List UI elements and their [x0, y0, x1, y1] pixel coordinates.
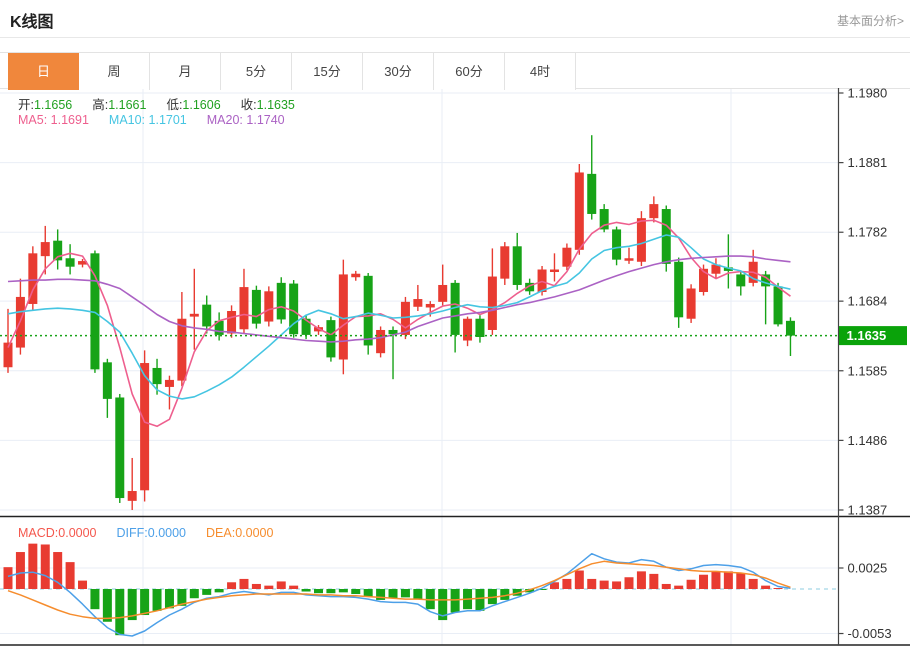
macd-histogram [3, 543, 783, 636]
candlestick-series [3, 135, 795, 510]
svg-text:1.1980: 1.1980 [848, 86, 888, 101]
diff-label: DIFF: [116, 526, 148, 540]
tab-day[interactable]: 日 [8, 53, 79, 90]
ohlc-legend: 开:1.1656 高:1.1661 低:1.1606 收:1.1635 [18, 94, 315, 113]
macd-value: 0.0000 [58, 526, 97, 540]
high-label: 高: [92, 98, 109, 112]
page-title: K线图 [10, 14, 54, 31]
tab-month[interactable]: 月 [150, 53, 221, 90]
high-value: 1.1661 [108, 98, 147, 112]
close-value: 1.1635 [256, 98, 295, 112]
open-value: 1.1656 [33, 98, 73, 112]
axis-labels: 1.1980 1.1881 1.1782 1.1684 1.1585 1.1486 1.13… [838, 86, 892, 641]
open-label: 开: [18, 98, 34, 112]
close-label: 收: [240, 98, 257, 112]
ma10-line [7, 234, 791, 400]
diff-value: 0.0000 [147, 526, 186, 540]
low-label: 低: [166, 98, 183, 112]
svg-text:1.1684: 1.1684 [848, 294, 888, 309]
diff-line [7, 552, 791, 637]
ma10-label: MA10: [108, 113, 146, 127]
svg-text:1.1881: 1.1881 [848, 155, 888, 170]
tab-4hour[interactable]: 4时 [505, 53, 576, 90]
svg-text:-0.0053: -0.0053 [848, 626, 892, 641]
tab-15min[interactable]: 15分 [292, 53, 363, 90]
svg-text:1.1486: 1.1486 [848, 433, 888, 448]
svg-text:1.1782: 1.1782 [848, 225, 888, 240]
ma20-label: MA20: [206, 113, 243, 127]
tab-60min[interactable]: 60分 [434, 53, 505, 90]
interval-tabs: 日周月 5分 15分 30分 60分 4时 [0, 52, 910, 90]
fundamental-analysis-link[interactable]: 基本面分析> [836, 14, 904, 28]
current-price-tag: 1.1635 [839, 326, 907, 346]
ma20-value: 1.1740 [246, 113, 285, 127]
tab-week[interactable]: 周 [79, 53, 150, 90]
ma10-value: 1.1701 [148, 113, 187, 127]
dea-line [7, 560, 791, 620]
ma5-line [7, 219, 791, 428]
ma5-label: MA5: [18, 113, 48, 127]
svg-text:1.1387: 1.1387 [848, 503, 888, 518]
svg-text:0.0025: 0.0025 [848, 561, 888, 576]
ma-legend: MA5: 1.1691 MA10: 1.1701 MA20: 1.1740 [18, 113, 305, 127]
dea-label: DEA: [206, 526, 236, 540]
svg-text:1.1635: 1.1635 [847, 328, 887, 343]
header: K线图 基本面分析> [0, 0, 910, 38]
macd-label: MACD: [18, 526, 59, 540]
ma5-value: 1.1691 [50, 113, 89, 127]
dea-value: 0.0000 [235, 526, 274, 540]
tab-5min[interactable]: 5分 [221, 53, 292, 90]
tab-30min[interactable]: 30分 [363, 53, 434, 90]
ma20-line [7, 255, 791, 343]
svg-text:1.1585: 1.1585 [848, 363, 888, 378]
macd-legend: MACD:0.0000 DIFF:0.0000 DEA:0.0000 [18, 526, 293, 540]
low-value: 1.1606 [182, 98, 221, 112]
